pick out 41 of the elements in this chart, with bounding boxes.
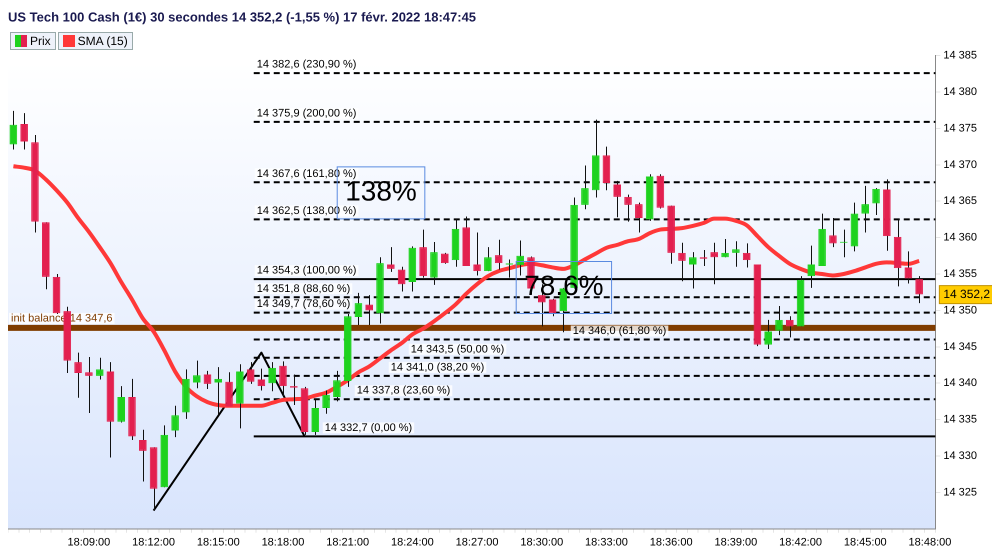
y-tick-label: 14 325: [943, 486, 978, 498]
y-tick-label: 14 345: [943, 340, 978, 353]
y-tick-label: 14 365: [943, 195, 978, 208]
x-tick-label: 18:12:00: [132, 536, 175, 548]
y-tick-label: 14 370: [943, 158, 978, 171]
x-tick-label: 18:18:00: [262, 536, 304, 548]
ref-line-label: 14 343,5 (50,00 %): [410, 343, 504, 356]
x-tick-label: 18:48:00: [908, 536, 952, 548]
text: 14 352,2: [943, 286, 990, 301]
x-tick-label: 18:24:00: [390, 536, 434, 548]
y-tick-label: 14 380: [943, 86, 978, 98]
ref-line-label: 14 346,0 (61,80 %): [572, 325, 666, 338]
ref-line-label: 14 349,7 (78,60 %): [256, 298, 350, 310]
x-tick-label: 18:21:00: [326, 536, 370, 548]
ref-line-label: 14 351,8 (88,60 %): [256, 282, 350, 295]
x-tick-label: 18:15:00: [196, 536, 240, 548]
y-tick-label: 14 375: [943, 122, 978, 134]
ref-line-label: 14 382,6 (230,90 %): [256, 58, 356, 71]
x-tick-label: 18:42:00: [779, 536, 822, 548]
y-tick-label: 14 385: [943, 50, 978, 62]
y-tick-label: 14 360: [943, 232, 978, 244]
ref-line-label: 14 375,9 (200,00 %): [256, 107, 356, 120]
x-tick-label: 18:30:00: [520, 536, 564, 548]
y-tick-label: 14 355: [943, 268, 978, 280]
ref-line-label: 14 341,0 (38,20 %): [390, 361, 484, 374]
ref-line-label: 14 354,3 (100,00 %): [256, 264, 356, 277]
x-tick-label: 18:45:00: [844, 536, 887, 548]
chart-title: US Tech 100 Cash (1€) 30 secondes 14 352,2 (-1,55 %) 17 févr. 2022 18:47:45: [8, 9, 476, 24]
x-tick-label: 18:33:00: [585, 536, 628, 548]
y-tick-label: 14 335: [943, 414, 978, 426]
y-tick-label: 14 340: [943, 377, 978, 390]
legend-label: SMA (15): [78, 34, 128, 48]
ref-line-label: 14 332,7 (0,00 %): [324, 422, 412, 434]
x-tick-label: 18:09:00: [67, 536, 110, 548]
x-tick-label: 18:39:00: [714, 536, 758, 548]
x-tick-label: 18:27:00: [456, 536, 498, 548]
ref-line-label: 14 337,8 (23,60 %): [356, 384, 450, 397]
y-tick-label: 14 350: [943, 304, 978, 316]
y-tick-label: 14 330: [943, 450, 978, 462]
x-tick-label: 18:36:00: [650, 536, 693, 548]
legend-label: Prix: [30, 34, 51, 48]
